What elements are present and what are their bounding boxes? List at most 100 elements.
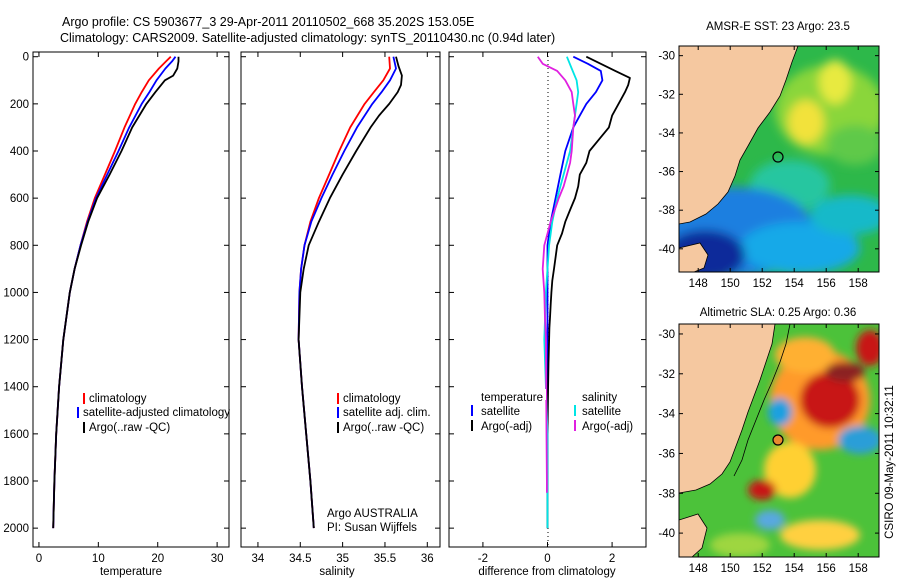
y-tick-label: 400 [10,146,29,158]
temperature-panel: 0 200 400 600 800 1000 1200 1400 1600 1800 2000 0 1… [3,51,230,578]
salinity-x-ticks: 34 34.5 35 35.5 36 [252,52,434,565]
legend-label-climatology: climatology [89,393,147,405]
legend-label-sal-satellite: satellite [582,406,621,418]
legend-label-argo: Argo(..raw -QC) [343,422,424,434]
y-tick-label: 1000 [3,287,29,299]
legend-label-salinity: salinity [582,392,617,404]
sla-coastline-land [679,324,776,494]
legend-label-temp-argo: Argo(-adj) [481,421,532,433]
difference-y-ticks [449,56,646,529]
x-tick-label: 0 [544,553,550,565]
sst-coastline-land [679,46,799,225]
map-x-tick-label: 150 [721,563,740,575]
map-x-tick-label: 158 [849,563,868,575]
sst-map-title: AMSR-E SST: 23 Argo: 23.5 [706,21,850,33]
temperature-axes-box [32,51,230,548]
legend-label-satellite: satellite adj. clim. [343,407,431,419]
temperature-y-ticks: 0 200 400 600 800 1000 1200 1400 1600 1800 2000 [3,52,229,535]
temperature-x-ticks: 0 10 20 30 [36,52,224,565]
x-tick-label: 2 [609,553,615,565]
title-line-2: Climatology: CARS2009. Satellite-adjuste… [60,31,555,45]
y-tick-label: 1400 [3,382,29,394]
legend-label-sal-argo: Argo(-adj) [582,421,633,433]
difference-lines [537,55,631,529]
legend-label-argo: Argo(..raw -QC) [89,422,170,434]
map-y-tick-label: -30 [658,329,675,341]
legend-label-temp-satellite: satellite [481,406,520,418]
difference-x-label: difference from climatology [478,566,615,578]
series-line-temperature-argo-adj- [546,55,631,529]
legend-bg [468,389,546,400]
sla-map-frame [678,323,880,558]
map-y-tick-label: -34 [658,409,675,421]
legend-label-climatology: climatology [343,393,401,405]
salinity-axes-box [240,51,441,548]
x-tick-label: 20 [151,553,164,565]
salinity-legend: climatology satellite adj. clim. Argo(..… [337,393,431,434]
x-tick-label: 30 [211,553,224,565]
map-y-tick-label: -36 [658,448,675,460]
sla-depth-contour [733,324,791,477]
map-y-tick-label: -32 [658,89,675,101]
temperature-lines [52,56,180,529]
map-y-tick-label: -40 [658,528,675,540]
salinity-y-ticks [241,56,440,529]
legend-label-temperature: temperature [481,392,543,404]
map-x-tick-label: 156 [817,278,836,290]
map-x-tick-label: 154 [785,563,805,575]
salinity-x-label: salinity [319,566,354,578]
y-tick-label: 200 [10,99,29,111]
sla-anomaly-field [710,330,879,557]
sla-island-land [679,513,708,557]
y-tick-label: 2000 [3,523,29,535]
sst-argo-marker [772,151,784,163]
map-y-tick-label: -32 [658,369,675,381]
argo-pi-label: PI: Susan Wijffels [327,522,417,534]
x-tick-label: 35 [336,553,349,565]
map-y-tick-label: -36 [658,167,675,179]
series-line-salinity-argo-adj- [537,56,576,493]
sla-map: Altimetric SLA: 0.25 Argo: 0.36 [658,307,880,575]
y-tick-label: 1200 [3,335,29,347]
map-x-tick-label: 154 [785,278,805,290]
y-tick-label: 1800 [3,476,29,488]
x-tick-label: 0 [36,553,42,565]
sst-temperature-field [679,60,879,272]
temperature-x-label: temperature [100,566,162,578]
map-y-tick-label: -38 [658,488,675,500]
map-x-tick-label: 156 [817,563,836,575]
x-tick-label: 34.5 [289,553,311,565]
sla-map-title: Altimetric SLA: 0.25 Argo: 0.36 [700,307,857,319]
x-tick-label: 34 [252,553,265,565]
salinity-lines [297,56,403,529]
salinity-panel: 34 34.5 35 35.5 36 salinity climatology sate… [240,51,441,578]
x-tick-label: -2 [478,553,488,565]
map-x-tick-label: 150 [721,278,740,290]
x-tick-label: 10 [92,553,105,565]
sst-map-ticks: 148 150 152 154 156 158 -30 -32 -34 -36 -38 -40 [658,46,879,290]
map-y-tick-label: -34 [658,128,675,140]
sst-island-land [679,242,709,272]
map-x-tick-label: 152 [753,563,772,575]
temperature-legend: climatology satellite-adjusted climatolo… [77,393,230,434]
difference-legend: temperature satellite Argo(-adj) salinit… [468,389,633,433]
series-line-argo-raw-qc- [297,56,403,529]
title-line-1: Argo profile: CS 5903677_3 29-Apr-2011 2… [62,15,474,29]
x-tick-label: 35.5 [374,553,396,565]
map-x-tick-label: 152 [753,278,772,290]
map-x-tick-label: 158 [849,278,868,290]
map-x-tick-label: 148 [689,563,708,575]
sst-map: AMSR-E SST: 23 Argo: 23.5 148 150 152 154 15… [658,21,880,290]
sla-argo-marker [772,434,784,446]
y-tick-label: 1600 [3,429,29,441]
y-tick-label: 600 [10,193,29,205]
timestamp-stamp: CSIRO 09-May-2011 10:32:11 [884,385,896,539]
y-tick-label: 0 [23,52,29,64]
map-y-tick-label: -38 [658,205,675,217]
sla-map-ticks: 148 150 152 154 156 158 -30 -32 -34 -36 -38 -40 [658,324,879,575]
legend-label-satellite: satellite-adjusted climatology [83,407,230,419]
map-y-tick-label: -40 [658,244,675,256]
sst-map-frame [678,45,880,273]
map-x-tick-label: 148 [689,278,708,290]
